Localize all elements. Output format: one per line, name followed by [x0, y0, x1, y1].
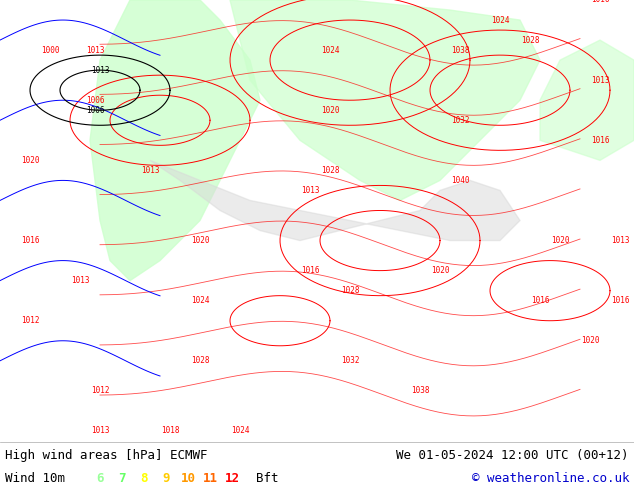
Text: 1028: 1028 — [191, 356, 209, 366]
Text: 10: 10 — [181, 471, 195, 485]
Text: 11: 11 — [202, 471, 217, 485]
Text: 1024: 1024 — [491, 16, 509, 24]
Text: 1020: 1020 — [551, 236, 569, 245]
Text: We 01-05-2024 12:00 UTC (00+12): We 01-05-2024 12:00 UTC (00+12) — [396, 448, 629, 462]
Text: 1038: 1038 — [451, 46, 469, 54]
Text: 6: 6 — [96, 471, 104, 485]
Text: 1020: 1020 — [191, 236, 209, 245]
Polygon shape — [540, 40, 634, 160]
Text: 1018: 1018 — [161, 426, 179, 436]
Text: 1016: 1016 — [611, 296, 630, 305]
Text: 1032: 1032 — [340, 356, 359, 366]
Text: 1012: 1012 — [21, 316, 39, 325]
Text: Wind 10m: Wind 10m — [5, 471, 65, 485]
Text: 1016: 1016 — [21, 236, 39, 245]
Text: 1016: 1016 — [301, 266, 320, 275]
Text: 1016: 1016 — [531, 296, 549, 305]
Text: High wind areas [hPa] ECMWF: High wind areas [hPa] ECMWF — [5, 448, 207, 462]
Text: 1032: 1032 — [451, 116, 469, 125]
Text: 12: 12 — [224, 471, 240, 485]
Text: 1016: 1016 — [591, 136, 609, 145]
Text: 1013: 1013 — [91, 66, 109, 74]
Text: 1024: 1024 — [321, 46, 339, 54]
Text: 1020: 1020 — [321, 106, 339, 115]
Text: © weatheronline.co.uk: © weatheronline.co.uk — [472, 471, 629, 485]
Text: 1024: 1024 — [191, 296, 209, 305]
Text: 1013: 1013 — [591, 75, 609, 85]
Polygon shape — [230, 0, 540, 200]
Polygon shape — [150, 160, 520, 241]
Polygon shape — [90, 0, 260, 281]
Text: 1028: 1028 — [321, 166, 339, 175]
Text: 1012: 1012 — [91, 387, 109, 395]
Text: Bft: Bft — [256, 471, 278, 485]
Text: 1040: 1040 — [451, 176, 469, 185]
Text: 1013: 1013 — [91, 426, 109, 436]
Text: 1006: 1006 — [86, 96, 104, 105]
Text: 1013: 1013 — [71, 276, 89, 285]
Text: 1000: 1000 — [41, 46, 59, 54]
Text: 1020: 1020 — [581, 336, 599, 345]
Text: 1038: 1038 — [411, 387, 429, 395]
Text: 1028: 1028 — [340, 286, 359, 295]
Text: 1020: 1020 — [430, 266, 450, 275]
Text: 8: 8 — [140, 471, 148, 485]
Text: 1020: 1020 — [21, 156, 39, 165]
Text: 1013: 1013 — [86, 46, 104, 54]
Text: 1013: 1013 — [611, 236, 630, 245]
Text: 1016: 1016 — [591, 0, 609, 4]
Text: 1013: 1013 — [141, 166, 159, 175]
Text: 1006: 1006 — [86, 106, 104, 115]
Text: 1024: 1024 — [231, 426, 249, 436]
Text: 1013: 1013 — [301, 186, 320, 195]
Text: 7: 7 — [119, 471, 126, 485]
Text: 1028: 1028 — [521, 36, 540, 45]
Text: 9: 9 — [162, 471, 170, 485]
